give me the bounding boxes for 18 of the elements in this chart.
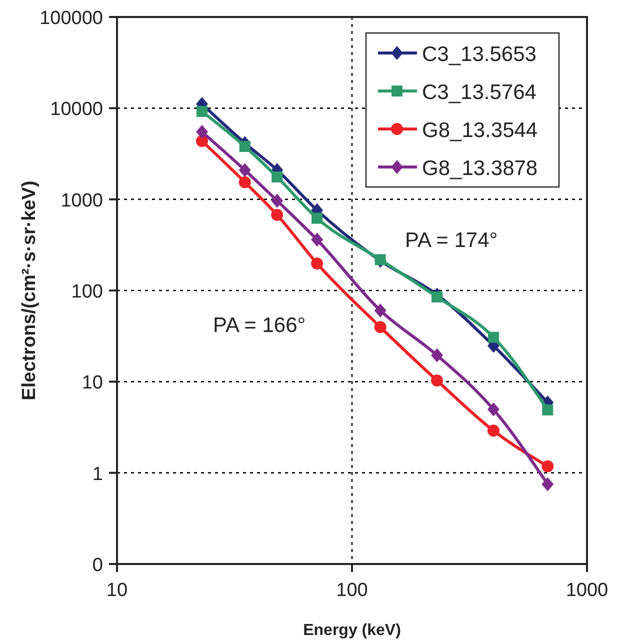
- annotation: PA = 174°: [405, 229, 498, 252]
- y-tick-label: 100: [71, 282, 103, 302]
- y-tick-label: 1: [92, 464, 103, 485]
- x-tick-label: 10: [106, 580, 128, 601]
- y-tick-label: 1000: [60, 190, 103, 212]
- x-tick-label: 1000: [566, 580, 608, 601]
- y-tick-label: 100000: [40, 8, 103, 29]
- y-axis-title: Electrons/(cm²·s·sr·keV): [19, 180, 40, 400]
- y-tick-label: 0: [92, 555, 103, 576]
- legend-label: C3_13.5653: [422, 43, 536, 66]
- legend-label: G8_13.3544: [422, 119, 538, 142]
- x-axis-title: Energy (keV): [303, 622, 401, 639]
- annotation: PA = 166°: [213, 314, 306, 337]
- y-tick-label: 10000: [50, 99, 103, 120]
- legend-label: C3_13.5764: [422, 81, 537, 104]
- legend-label: G8_13.3878: [422, 157, 538, 180]
- x-tick-label: 100: [336, 580, 368, 601]
- y-tick-label: 10: [82, 372, 103, 394]
